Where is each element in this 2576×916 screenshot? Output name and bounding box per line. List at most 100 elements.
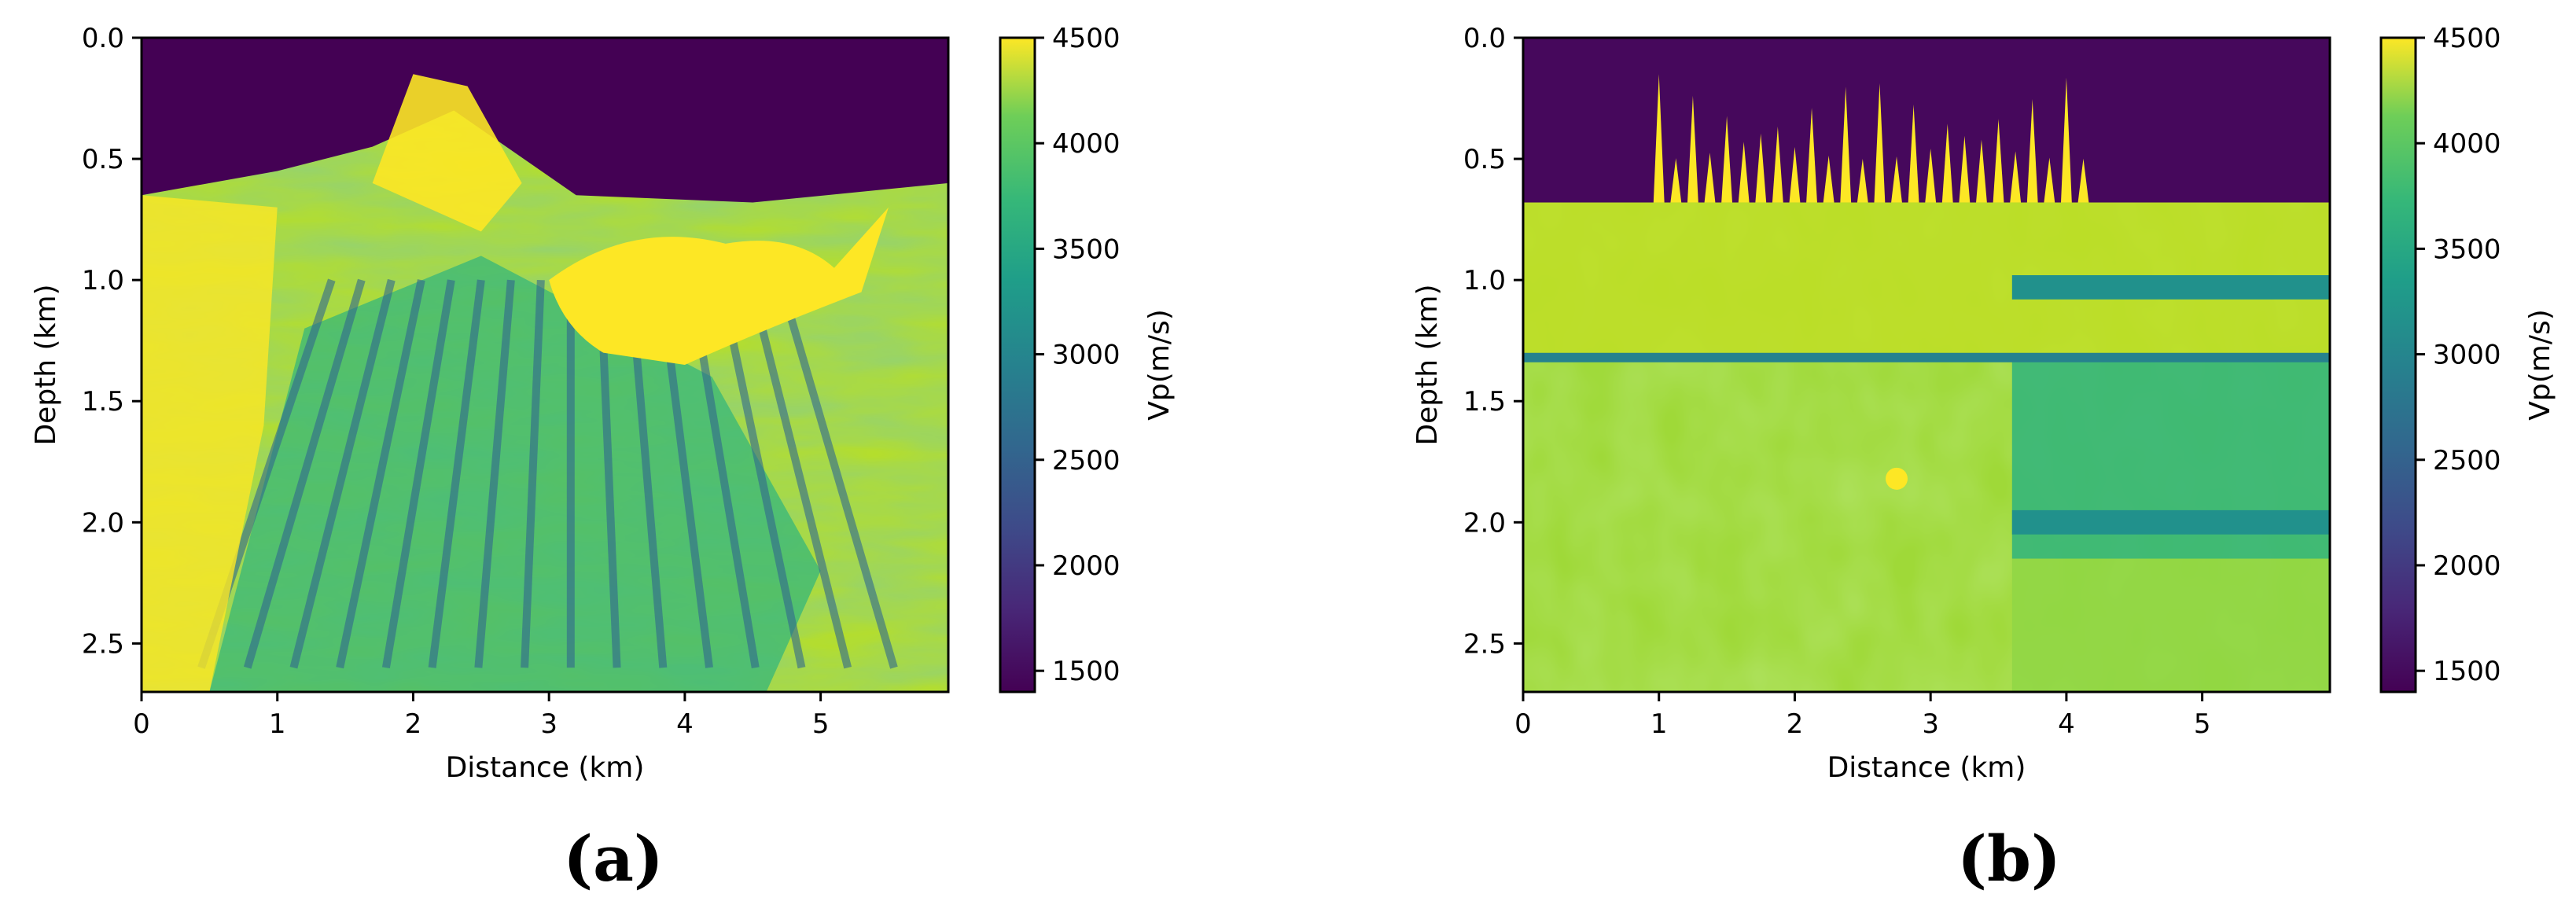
salt-spike: [1653, 74, 1665, 203]
velocity-streak: [521, 279, 545, 668]
velocity-streak: [289, 278, 396, 669]
salt-spike: [2010, 151, 2022, 203]
layer-boundary: [1523, 352, 2330, 362]
velocity-streak: [336, 279, 425, 669]
salt-spike: [1908, 104, 1919, 203]
x-tick-label: 0: [133, 708, 150, 740]
x-tick-label: 3: [540, 708, 558, 740]
velocity-streak: [474, 279, 515, 668]
velocity-streak: [243, 278, 366, 669]
x-tick-label: 1: [1650, 708, 1668, 740]
velocity-streak: [745, 278, 852, 669]
colorbar-tick-label: 2000: [2433, 550, 2501, 582]
low-velocity-band: [2011, 510, 2330, 535]
water-layer: [142, 38, 948, 203]
x-tick-label: 1: [269, 708, 286, 740]
shallow-anomaly: [372, 74, 522, 232]
salt-spike: [1925, 149, 1937, 203]
x-axis-label-b: Distance (km): [1827, 752, 2026, 784]
colorbar-tick-label: 1500: [1052, 656, 1121, 687]
y-tick-label: 2.5: [1463, 628, 1506, 660]
panel-b: 0 1 2 3 4 5 0.0 0.5 1.0 1.5 2.0 2.5 Distance (km) D…: [1411, 23, 2556, 784]
salt-spike: [2044, 157, 2055, 203]
salt-spike: [1857, 159, 1868, 203]
colorbar-a: 1500 2000 2500 3000 3500 4000 4500: [999, 23, 1121, 693]
colorbar-tick-label: 3500: [2433, 234, 2501, 265]
velocity-streak: [776, 278, 898, 669]
y-tick-label: 2.0: [82, 507, 124, 539]
colorbar-tick-label: 4500: [1052, 23, 1121, 54]
heatmap-b: [1522, 36, 2331, 693]
water-layer: [1523, 38, 2330, 203]
colorbar-tick-label: 2500: [2433, 445, 2501, 476]
salt-spike: [1806, 108, 1817, 203]
panel-caption-a: (a): [563, 822, 664, 896]
x-tick-label: 5: [812, 708, 830, 740]
salt-spike: [1789, 146, 1801, 203]
x-tick-label: 2: [405, 708, 422, 740]
colorbar-label-a: Vp(m/s): [1143, 309, 1176, 421]
x-tick-label: 2: [1787, 708, 1804, 740]
velocity-streak: [716, 279, 806, 669]
colorbar-tick-label: 4500: [2433, 23, 2501, 54]
colorbar-tick-label: 1500: [2433, 656, 2501, 687]
panel-caption-b: (b): [1957, 822, 2061, 896]
y-tick-label: 2.0: [1463, 507, 1506, 539]
y-tick-label: 0.5: [82, 144, 124, 175]
x-tick-label: 0: [1514, 708, 1532, 740]
salt-spike: [1704, 153, 1716, 203]
y-tick-label: 1.0: [1463, 265, 1506, 296]
salt-spike: [1959, 135, 1971, 203]
colorbar-tick-label: 3500: [1052, 234, 1121, 265]
high-velocity-region-left: [142, 195, 278, 693]
y-tick-label: 0.5: [1463, 144, 1506, 175]
salt-spike: [1993, 119, 2004, 203]
y-axis-label-b: Depth (km): [1411, 284, 1444, 445]
colorbar-gradient: [2379, 36, 2417, 693]
salt-spike: [1874, 83, 1886, 203]
y-axis-label-a: Depth (km): [30, 284, 62, 445]
velocity-streak: [428, 279, 485, 668]
deep-right-block: [2011, 558, 2330, 692]
y-tick-label: 1.5: [82, 386, 124, 418]
salt-spike: [1840, 86, 1852, 203]
colorbar-tick-label: 3000: [1052, 340, 1121, 371]
colorbar-gradient: [999, 36, 1036, 693]
salt-spike: [1721, 116, 1732, 203]
y-tick-label: 1.5: [1463, 386, 1506, 418]
colorbar-tick-label: 4000: [1052, 128, 1121, 160]
colorbar-b: 1500 2000 2500 3000 3500 4000 4500: [2379, 23, 2501, 693]
salt-spike: [2077, 158, 2089, 203]
low-velocity-band: [2011, 274, 2330, 300]
colorbar-tick-label: 4000: [2433, 128, 2501, 160]
y-tick-label: 1.0: [82, 265, 124, 296]
heatmap-a: [140, 36, 950, 693]
salt-spike: [1772, 126, 1783, 203]
salt-spike: [1823, 155, 1834, 203]
salt-spike: [2026, 99, 2038, 203]
salt-spike: [1738, 142, 1750, 203]
panel-a: 0 1 2 3 4 5 0.0 0.5 1.0 1.5 2.0 2.5 Distance (km) D…: [30, 23, 1176, 784]
x-tick-label: 5: [2194, 708, 2211, 740]
colorbar-tick-label: 3000: [2433, 340, 2501, 371]
salt-body: [549, 207, 889, 365]
salt-spike: [1976, 139, 1987, 203]
colorbar-label-b: Vp(m/s): [2524, 309, 2556, 421]
bright-spot: [1886, 467, 1908, 490]
salt-spike: [1670, 158, 1682, 203]
salt-spike: [2061, 77, 2072, 203]
x-tick-label: 4: [676, 708, 694, 740]
colorbar-tick-label: 2000: [1052, 550, 1121, 582]
colorbar-tick-label: 2500: [1052, 445, 1121, 476]
y-tick-label: 0.0: [1463, 23, 1506, 54]
salt-spike: [1891, 156, 1902, 203]
y-tick-label: 0.0: [82, 23, 124, 54]
x-axis-label-a: Distance (km): [446, 752, 645, 784]
salt-spike: [1687, 95, 1698, 203]
x-tick-label: 3: [1922, 708, 1939, 740]
x-tick-label: 4: [2058, 708, 2075, 740]
velocity-streak: [381, 279, 455, 669]
salt-spike: [1941, 123, 1953, 203]
y-tick-label: 2.5: [82, 628, 124, 660]
